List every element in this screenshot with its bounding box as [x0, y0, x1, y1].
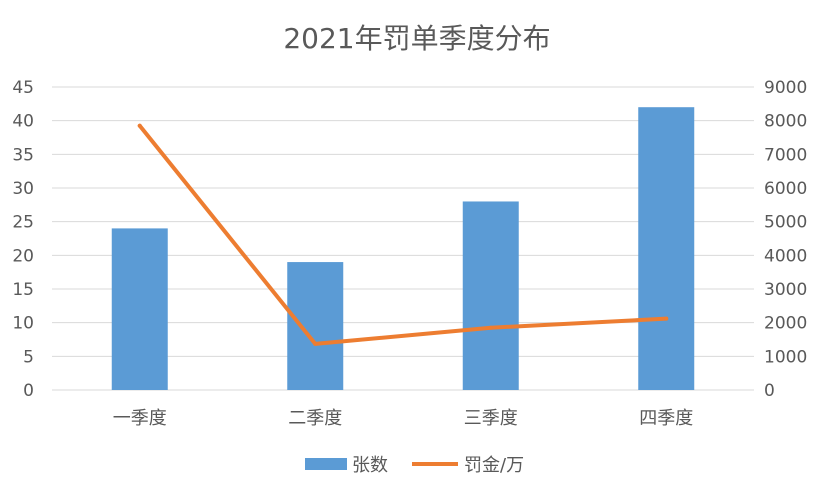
category-label: 二季度	[288, 408, 342, 429]
right-tick-label: 4000	[764, 246, 807, 266]
line-series	[137, 123, 669, 346]
bar	[111, 228, 168, 390]
right-tick-label: 0	[764, 381, 775, 401]
line-point	[137, 123, 142, 128]
line-point	[664, 316, 669, 321]
right-tick-label: 8000	[764, 112, 807, 132]
left-axis-ticks: 0 5 10 15 20 25 30 35 40 45	[12, 78, 34, 401]
line-path	[137, 123, 669, 346]
right-tick-label: 6000	[764, 179, 807, 199]
left-tick-label: 5	[23, 347, 34, 367]
gridlines	[52, 86, 754, 391]
left-tick-label: 35	[12, 145, 34, 165]
category-labels: 一季度 二季度 三季度 四季度	[113, 408, 694, 429]
left-tick-label: 25	[12, 213, 34, 233]
category-label: 三季度	[464, 408, 518, 429]
right-tick-label: 2000	[764, 314, 807, 334]
left-tick-label: 15	[12, 280, 34, 300]
right-tick-label: 9000	[764, 78, 807, 98]
left-tick-label: 45	[12, 78, 34, 98]
legend-swatch-bar	[305, 458, 347, 470]
left-tick-label: 0	[23, 381, 34, 401]
chart-title: 2021年罚单季度分布	[283, 22, 550, 55]
legend-label-bar: 张数	[352, 455, 388, 476]
bar-series	[111, 107, 695, 390]
line-point	[313, 341, 318, 346]
bar	[287, 262, 344, 390]
category-label: 四季度	[639, 408, 693, 429]
left-tick-label: 30	[12, 179, 34, 199]
right-tick-label: 5000	[764, 213, 807, 233]
left-tick-label: 40	[12, 112, 34, 132]
bar	[462, 201, 519, 390]
bar	[638, 107, 695, 390]
line-point	[488, 325, 493, 330]
left-tick-label: 20	[12, 246, 34, 266]
category-label: 一季度	[113, 408, 167, 429]
right-tick-label: 7000	[764, 145, 807, 165]
right-tick-label: 1000	[764, 347, 807, 367]
right-axis-ticks: 0 1000 2000 3000 4000 5000 6000 7000 8000 9000	[764, 78, 807, 401]
legend-label-line: 罚金/万	[464, 455, 524, 476]
right-tick-label: 3000	[764, 280, 807, 300]
left-tick-label: 10	[12, 314, 34, 334]
legend: 张数 罚金/万	[305, 455, 524, 476]
